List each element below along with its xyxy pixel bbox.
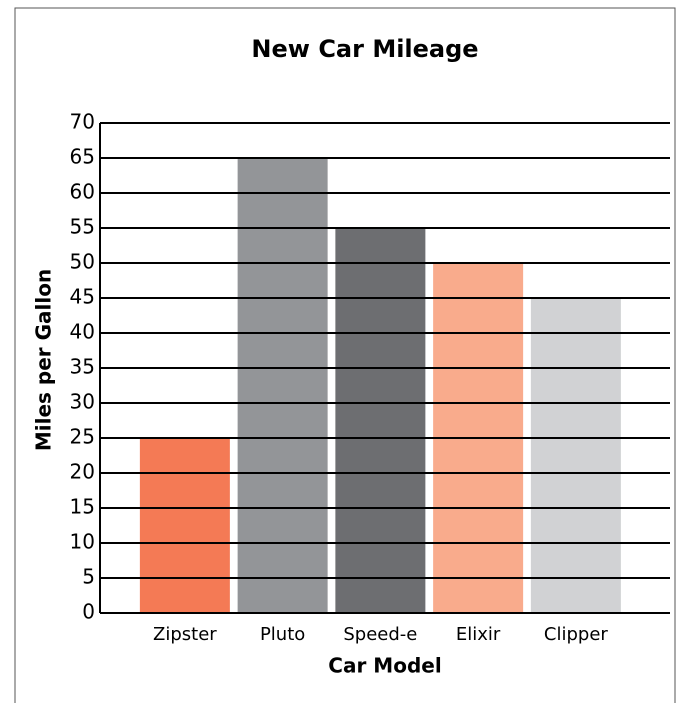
y-tick-label: 60 xyxy=(70,180,95,204)
bar xyxy=(237,158,328,613)
frame xyxy=(14,7,676,703)
y-tick-label: 0 xyxy=(82,600,95,624)
y-tick-label: 40 xyxy=(70,320,95,344)
y-tick-label: 25 xyxy=(70,425,95,449)
y-tick-label: 20 xyxy=(70,460,95,484)
chart-title: New Car Mileage xyxy=(251,35,478,63)
x-axis-label: Car Model xyxy=(328,654,441,678)
y-tick-label: 50 xyxy=(70,250,95,274)
bar xyxy=(530,298,621,613)
y-tick-label: 70 xyxy=(70,110,95,134)
x-tick-label: Zipster xyxy=(153,624,217,645)
y-tick-label: 10 xyxy=(70,530,95,554)
y-tick-label: 15 xyxy=(70,495,95,519)
x-tick-label: Speed-e xyxy=(343,624,417,645)
y-tick-label: 55 xyxy=(70,215,95,239)
y-tick-label: 35 xyxy=(70,355,95,379)
y-tick-label: 45 xyxy=(70,285,95,309)
y-tick-label: 30 xyxy=(70,390,95,414)
bar xyxy=(139,438,230,613)
x-tick-label: Pluto xyxy=(260,624,305,645)
y-axis-label: Miles per Gallon xyxy=(32,269,56,451)
x-tick-label: Elixir xyxy=(456,624,501,645)
x-tick-label: Clipper xyxy=(544,624,608,645)
y-tick-label: 5 xyxy=(82,565,95,589)
bar xyxy=(335,228,426,613)
y-tick-label: 65 xyxy=(70,145,95,169)
